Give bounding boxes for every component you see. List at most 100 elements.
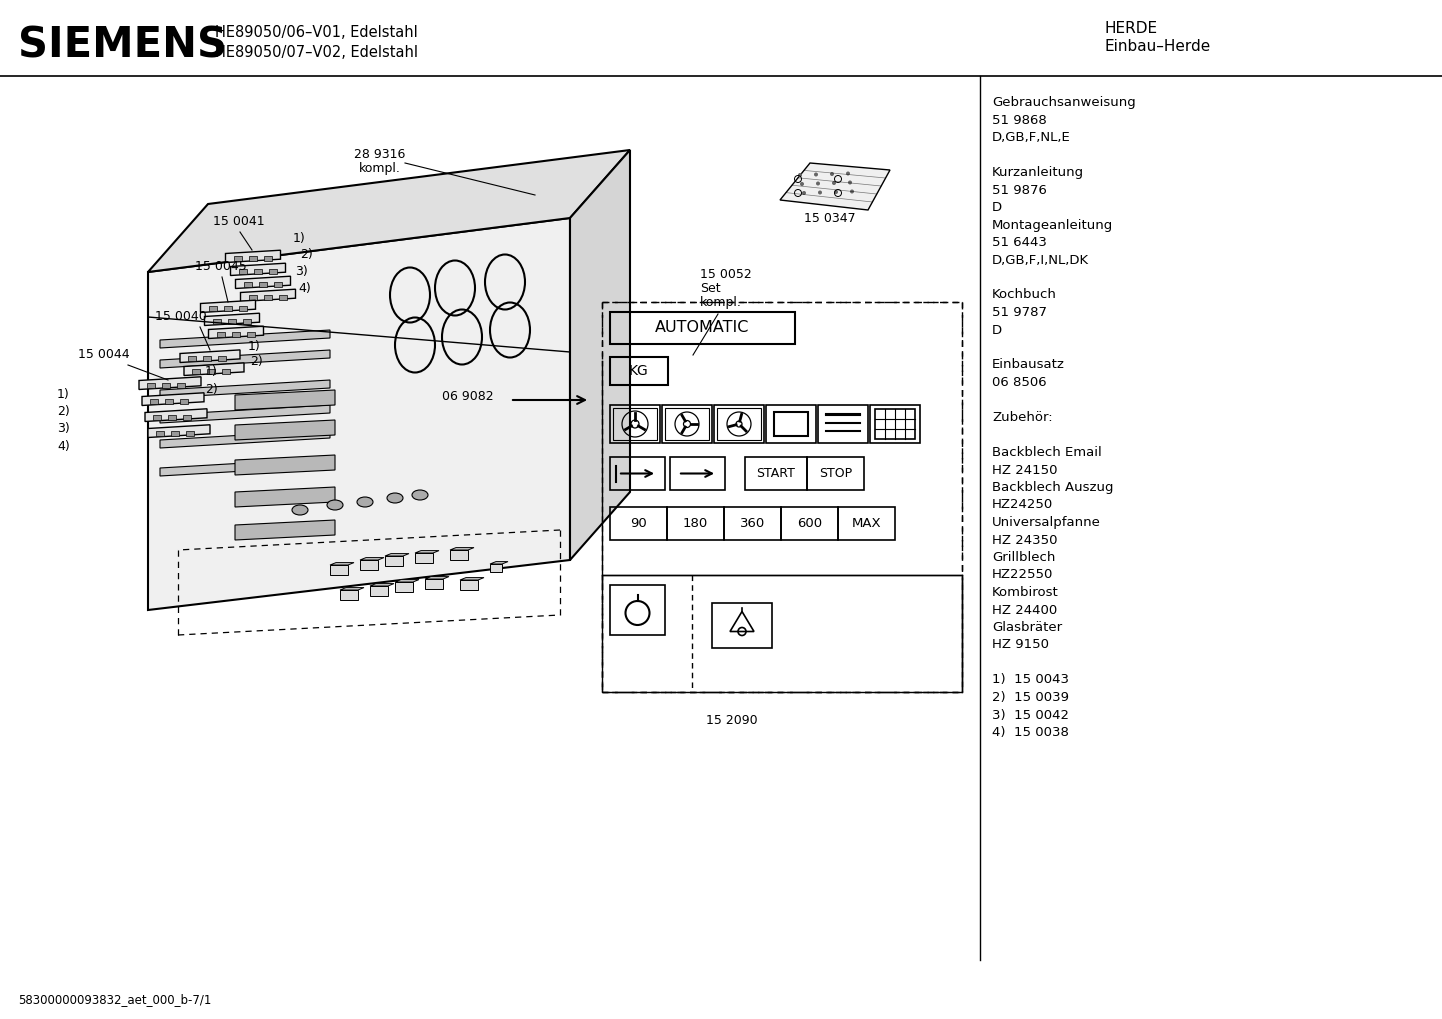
Bar (247, 331, 254, 336)
Bar (238, 306, 247, 311)
Text: 06 8506: 06 8506 (992, 376, 1047, 389)
Circle shape (831, 172, 833, 176)
Text: 2): 2) (58, 405, 69, 418)
Polygon shape (146, 409, 208, 422)
Polygon shape (180, 350, 239, 363)
Bar (264, 256, 271, 261)
Polygon shape (360, 557, 384, 560)
Text: HE89050/06–V01, Edelstahl: HE89050/06–V01, Edelstahl (215, 24, 418, 40)
Polygon shape (160, 430, 330, 448)
Circle shape (813, 172, 818, 176)
Bar (222, 369, 231, 374)
Circle shape (833, 190, 838, 194)
Polygon shape (460, 578, 485, 580)
Polygon shape (235, 420, 335, 440)
Bar (164, 398, 173, 404)
Text: Zubehör:: Zubehör: (992, 411, 1053, 424)
Text: HZ 24150: HZ 24150 (992, 464, 1057, 477)
Bar (169, 415, 176, 420)
Text: 15 0045: 15 0045 (195, 260, 247, 273)
Ellipse shape (412, 490, 428, 500)
Circle shape (802, 191, 806, 195)
Text: Universalpfanne: Universalpfanne (992, 516, 1100, 529)
Text: HERDE: HERDE (1105, 20, 1158, 36)
Bar (172, 430, 179, 435)
Text: STOP: STOP (819, 467, 852, 480)
Bar (192, 369, 200, 374)
Ellipse shape (327, 500, 343, 510)
Bar (610, 457, 665, 490)
Circle shape (832, 181, 836, 185)
Text: 1): 1) (293, 232, 306, 245)
Text: Montageanleitung: Montageanleitung (992, 218, 1113, 231)
Text: 15 0041: 15 0041 (213, 215, 265, 228)
Polygon shape (235, 455, 335, 475)
Text: HZ 24400: HZ 24400 (992, 603, 1057, 616)
Bar (153, 415, 162, 420)
Bar (177, 382, 185, 387)
Polygon shape (235, 487, 335, 507)
Bar (248, 294, 257, 300)
Text: 600: 600 (797, 517, 822, 530)
Text: 360: 360 (740, 517, 766, 530)
Polygon shape (241, 289, 296, 302)
Text: 4)  15 0038: 4) 15 0038 (992, 726, 1069, 739)
Polygon shape (340, 590, 358, 600)
Bar (610, 312, 795, 344)
Bar (766, 405, 816, 443)
Text: 2): 2) (205, 383, 218, 396)
Polygon shape (490, 564, 502, 572)
Bar (268, 268, 277, 273)
Circle shape (800, 182, 805, 186)
Bar (870, 405, 920, 443)
Bar (254, 268, 261, 273)
Polygon shape (460, 580, 477, 590)
Polygon shape (149, 218, 570, 610)
Text: 1): 1) (58, 388, 69, 401)
Bar (278, 294, 287, 300)
Text: 15 0347: 15 0347 (805, 212, 855, 225)
Text: Set: Set (699, 282, 721, 294)
Bar (242, 319, 251, 323)
Ellipse shape (386, 493, 402, 503)
Bar (668, 507, 724, 540)
Polygon shape (160, 458, 330, 476)
Ellipse shape (291, 505, 309, 515)
Bar (208, 369, 215, 374)
Text: D: D (992, 201, 1002, 214)
Polygon shape (235, 520, 335, 540)
Bar (147, 382, 154, 387)
Circle shape (818, 191, 822, 195)
Polygon shape (450, 547, 474, 550)
Bar (187, 356, 196, 361)
Bar (274, 281, 281, 286)
Polygon shape (395, 582, 412, 592)
Bar (746, 457, 808, 490)
Bar (218, 356, 226, 361)
Text: HE89050/07–V02, Edelstahl: HE89050/07–V02, Edelstahl (215, 45, 418, 59)
Text: 15 0044: 15 0044 (78, 348, 130, 361)
Polygon shape (425, 577, 448, 579)
Bar (610, 585, 665, 635)
Text: 1): 1) (248, 340, 261, 353)
Bar (186, 430, 195, 435)
Bar (180, 398, 187, 404)
Bar (150, 398, 159, 404)
Bar (838, 507, 895, 540)
Bar (724, 507, 782, 540)
Bar (244, 281, 251, 286)
Polygon shape (205, 313, 260, 325)
Bar (782, 507, 838, 540)
Polygon shape (160, 380, 330, 398)
Polygon shape (385, 553, 410, 556)
Bar (162, 382, 170, 387)
Bar (818, 405, 868, 443)
Polygon shape (415, 550, 438, 553)
Text: 15 2090: 15 2090 (707, 714, 758, 727)
Bar (610, 405, 660, 443)
Bar (601, 575, 962, 692)
Text: 15 0052: 15 0052 (699, 268, 751, 281)
Bar (610, 507, 668, 540)
Text: kompl.: kompl. (699, 296, 741, 309)
Bar (714, 405, 764, 443)
